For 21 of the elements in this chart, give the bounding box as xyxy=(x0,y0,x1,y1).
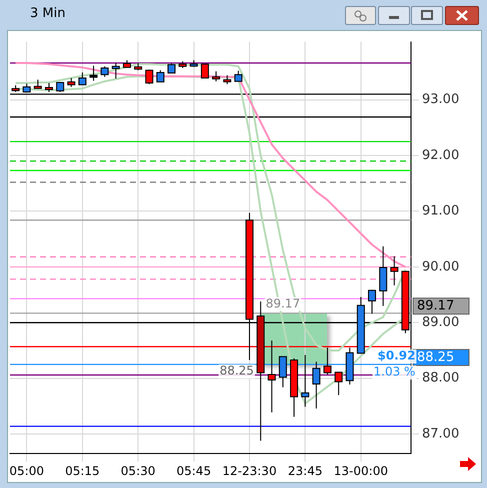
x-tick-label: 13-00:00 xyxy=(334,464,388,478)
y-tick-label: 89.00 xyxy=(422,315,460,330)
y-tick-label: 88.00 xyxy=(422,370,460,386)
y-tick-label: 90.00 xyxy=(422,259,460,274)
x-tick-label: 05:45 xyxy=(176,464,212,478)
y-tick-label: 93.00 xyxy=(422,92,460,108)
annotation: 89.17 xyxy=(266,296,300,310)
ref-line-label: 89.17 xyxy=(417,298,454,314)
annotation: 1.03 % xyxy=(373,364,416,379)
y-tick-label: 87.00 xyxy=(422,426,460,442)
x-tick-label: 05:00 xyxy=(9,464,44,478)
x-tick-label: 05:15 xyxy=(65,464,100,478)
y-tick-label: 91.00 xyxy=(422,204,460,219)
annotation: $0.92 xyxy=(377,348,416,363)
annotation: 88.25 xyxy=(220,364,254,378)
chart-title: 3 Min xyxy=(30,6,66,21)
x-tick-label: 23:45 xyxy=(288,464,322,478)
y-tick-label: 92.00 xyxy=(422,148,460,163)
ref-line-label: 88.25 xyxy=(417,350,454,365)
x-tick-label: 12-23:30 xyxy=(222,464,277,478)
x-tick-label: 05:30 xyxy=(120,464,156,478)
